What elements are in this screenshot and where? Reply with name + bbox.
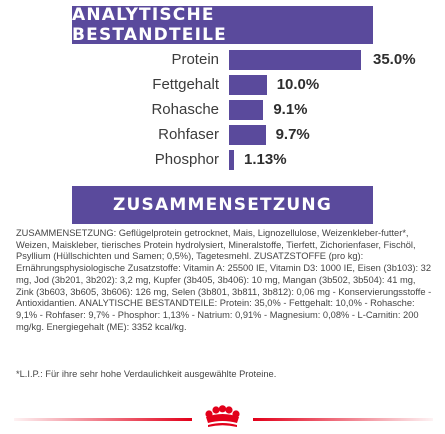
analytical-bar	[229, 150, 234, 170]
analytical-bar	[229, 100, 264, 120]
analytical-label: Protein	[171, 51, 219, 68]
analytical-bar	[229, 125, 266, 145]
footer-right-line	[253, 418, 433, 421]
analytical-label: Fettgehalt	[152, 76, 219, 93]
lip-footnote: *L.I.P.: Für ihre sehr hohe Verdaulichke…	[16, 369, 277, 379]
analytical-value: 1.13%	[244, 151, 287, 168]
composition-banner: ZUSAMMENSETZUNG	[72, 186, 373, 224]
analytical-label: Phosphor	[154, 151, 219, 168]
analytical-bar	[229, 50, 361, 70]
analytical-row: Protein 35.0%	[0, 49, 445, 71]
analytical-row: Phosphor 1.13%	[0, 149, 445, 171]
composition-title: ZUSAMMENSETZUNG	[113, 195, 332, 215]
footer-left-line	[14, 418, 192, 421]
analytical-row: Rohfaser 9.7%	[0, 124, 445, 146]
analytical-components-banner: ANALYTISCHE BESTANDTEILE	[72, 5, 373, 45]
analytical-components-title: ANALYTISCHE BESTANDTEILE	[72, 5, 227, 45]
analytical-bar	[229, 75, 267, 95]
crown-logo-icon	[205, 405, 240, 427]
composition-text: ZUSAMMENSETZUNG: Geflügelprotein getrock…	[16, 228, 432, 332]
analytical-value: 35.0%	[373, 51, 416, 68]
analytical-row: Rohasche 9.1%	[0, 99, 445, 121]
analytical-value: 9.7%	[275, 126, 310, 143]
analytical-label: Rohfaser	[158, 126, 219, 143]
analytical-value: 10.0%	[276, 76, 320, 93]
analytical-row: Fettgehalt 10.0%	[0, 74, 445, 96]
analytical-label: Rohasche	[151, 101, 219, 118]
analytical-value: 9.1%	[273, 101, 308, 118]
